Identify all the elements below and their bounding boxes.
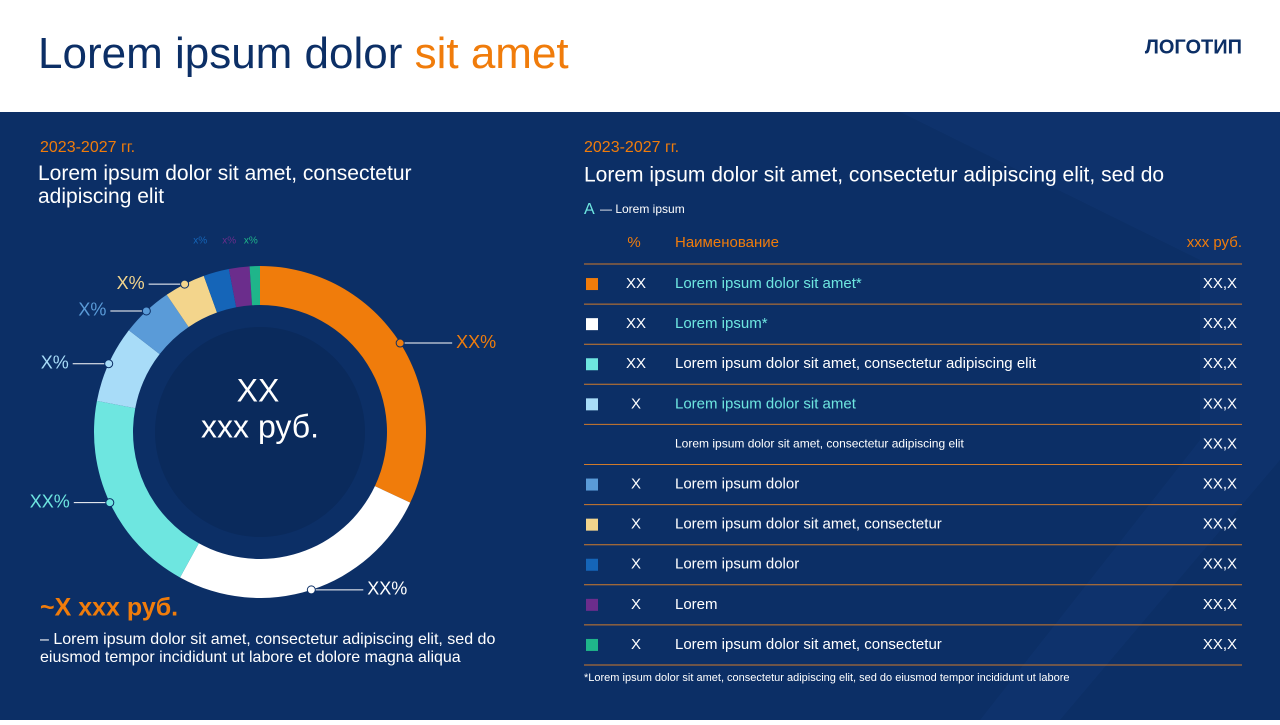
header-bg [0,0,1280,112]
data-label: XX% [30,491,70,511]
logo: ЛОГОТИП [1145,36,1242,58]
data-label: x% [193,236,207,247]
donut-segment [260,266,426,503]
name-cell: Lorem ipsum dolor sit amet, consectetur [675,636,942,653]
note-box: – Lorem ipsum dolor sit amet, consectetu… [40,631,496,666]
legend-mark: A [584,201,595,218]
swatch [586,478,598,491]
name-cell: Lorem ipsum dolor sit amet, consectetur … [675,437,964,451]
table-period: 2023-2027 гг. [584,139,679,156]
donut-segment [203,268,237,313]
value-cell: XX,X [1203,275,1237,292]
col-header: % [627,234,640,251]
value-cell: XX,X [1203,516,1237,533]
title-main: Lorem ipsum dolor [38,29,415,78]
pct-cell: XX [626,315,646,332]
value-cell: XX,X [1203,636,1237,653]
donut-center [155,327,365,537]
center-value: XX [237,372,280,408]
value-cell: XX,X [1203,355,1237,372]
pct-cell: X [631,395,641,412]
bg-shape [900,112,1280,720]
swatch [586,598,598,611]
leader-dot [395,338,405,348]
pct-cell: X [631,556,641,573]
value-cell: XX,X [1203,596,1237,613]
donut-segment [94,400,199,578]
donut-segment [128,294,189,355]
center-unit: xxx руб. [201,408,319,444]
total: ~X xxx руб. [40,594,178,622]
data-label: X% [41,352,69,372]
value-cell: XX,X [1203,435,1237,452]
swatch [586,318,598,331]
pct-cell: X [631,476,641,493]
name-cell: Lorem ipsum dolor sit amet [675,395,857,412]
value-cell: XX,X [1203,395,1237,412]
pct-cell: X [631,636,641,653]
donut-segment [96,330,160,409]
swatch [586,358,598,371]
leader-dot [306,585,316,595]
data-label: XX% [367,579,407,599]
data-label: x% [222,236,236,247]
name-cell: Lorem [675,596,718,613]
period: 2023-2027 гг. [40,139,135,156]
value-cell: XX,X [1203,476,1237,493]
subtitle: Lorem ipsum dolor sit amet, consectetur … [38,162,412,208]
name-cell: Lorem ipsum dolor sit amet* [675,275,862,292]
swatch [586,278,598,291]
donut-segment [228,266,253,308]
swatch [586,398,598,411]
data-label: X% [78,300,106,320]
leader-dot [141,306,151,316]
legend-text: — Lorem ipsum [600,202,685,216]
title: Lorem ipsum dolor sit amet [38,29,569,78]
pct-cell: X [631,516,641,533]
data-label: x% [244,236,258,247]
swatch [586,518,598,531]
donut-segment [166,275,217,327]
table-subtitle: Lorem ipsum dolor sit amet, consectetur … [584,164,1164,187]
value-cell: XX,X [1203,315,1237,332]
leader-dot [180,279,190,289]
name-cell: Lorem ipsum dolor [675,476,799,493]
value-cell: XX,X [1203,556,1237,573]
subtitle-box: Lorem ipsum dolor sit amet, consectetur … [38,162,412,208]
col-header: xxx руб. [1187,234,1242,251]
name-cell: Lorem ipsum dolor [675,556,799,573]
leader-dot [104,359,114,369]
donut-segment [249,266,260,306]
note: – Lorem ipsum dolor sit amet, consectetu… [40,631,496,666]
name-cell: Lorem ipsum dolor sit amet, consectetur [675,516,942,533]
donut-segment [180,486,411,598]
pct-cell: X [631,596,641,613]
pct-cell: XX [626,355,646,372]
name-cell: Lorem ipsum* [675,315,768,332]
swatch [586,558,598,571]
swatch [586,638,598,651]
footnote: *Lorem ipsum dolor sit amet, consectetur… [584,672,1069,684]
pct-cell: XX [626,275,646,292]
col-header: Наименование [675,234,779,251]
leader-dot [105,498,115,508]
name-cell: Lorem ipsum dolor sit amet, consectetur … [675,355,1037,372]
title-accent: sit amet [415,29,569,78]
data-label: X% [117,273,145,293]
data-label: XX% [456,332,496,352]
